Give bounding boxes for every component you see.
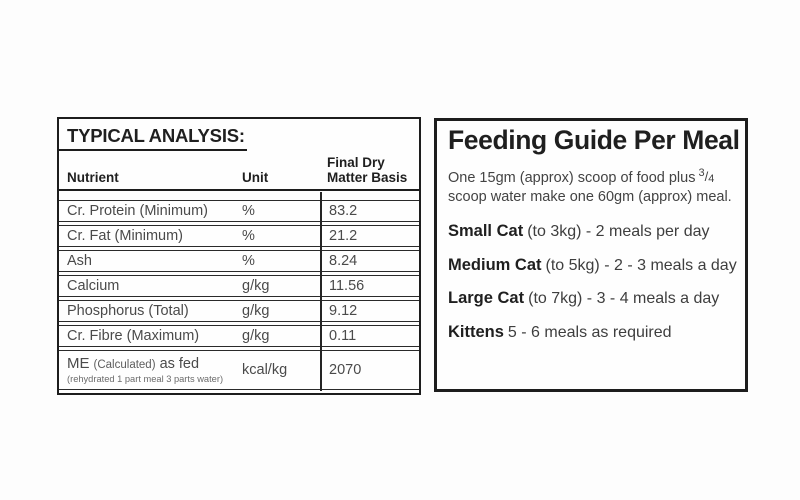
item-label: Large Cat	[448, 289, 525, 307]
me-name-calculated: (Calculated)	[93, 358, 156, 371]
me-name-main: ME	[67, 354, 90, 372]
column-header-basis-line1: Final Dry	[327, 155, 385, 170]
value-cell: 0.11	[329, 328, 357, 344]
me-rehydration-note: (rehydrated 1 part meal 3 parts water)	[67, 373, 224, 384]
column-header-nutrient: Nutrient	[67, 170, 119, 185]
nutrient-cell: Cr. Fat (Minimum)	[67, 228, 183, 244]
feeding-guide-items: Small Cat (to 3kg) - 2 meals per day Medi…	[448, 222, 737, 341]
unit-cell: %	[242, 228, 255, 244]
me-name-line: ME (Calculated) as fed	[67, 354, 242, 373]
value-cell: 21.2	[329, 228, 358, 244]
list-item-large-cat: Large Cat (to 7kg) - 3 - 4 meals a day	[448, 289, 734, 308]
feeding-guide-panel: Feeding Guide Per Meal One 15gm (approx)…	[434, 118, 748, 392]
table-row-metabolisable-energy: ME (Calculated) as fed (rehydrated 1 par…	[59, 350, 419, 390]
list-item-medium-cat: Medium Cat (to 5kg) - 2 - 3 meals a day	[448, 255, 737, 274]
value-column-divider	[320, 191, 322, 391]
unit-cell: g/kg	[242, 328, 270, 344]
value-cell: 11.56	[329, 278, 365, 294]
analysis-table-body: Cr. Protein (Minimum) % 83.2 Cr. Fat (Mi…	[59, 191, 419, 390]
analysis-table-header-row: Nutrient Unit Final Dry Matter Basis	[59, 151, 419, 191]
typical-analysis-panel: TYPICAL ANALYSIS: Nutrient Unit Final Dr…	[57, 117, 421, 395]
unit-cell: kcal/kg	[242, 362, 288, 378]
nutrient-cell-me: ME (Calculated) as fed (rehydrated 1 par…	[67, 354, 242, 384]
value-cell: 9.12	[329, 303, 358, 319]
typical-analysis-title: TYPICAL ANALYSIS:	[67, 125, 245, 146]
column-header-unit: Unit	[242, 170, 269, 185]
item-detail: (to 7kg) - 3 - 4 meals a day	[528, 290, 720, 307]
feeding-guide-intro: One 15gm (approx) scoop of food plus 3/4 …	[448, 165, 734, 206]
value-cell: 83.2	[329, 203, 358, 219]
me-name-as-fed: as fed	[159, 355, 200, 372]
item-detail: (to 3kg) - 2 meals per day	[527, 223, 710, 240]
item-label: Small Cat	[448, 222, 524, 240]
column-header-basis-line2: Matter Basis	[327, 170, 408, 185]
value-cell: 8.24	[329, 253, 358, 269]
item-detail: (to 5kg) - 2 - 3 meals a day	[545, 256, 737, 274]
nutrient-cell: Ash	[67, 253, 92, 269]
value-cell: 2070	[329, 362, 362, 378]
three-quarters-fraction: 3/4	[698, 167, 715, 186]
table-row-protein: Cr. Protein (Minimum) % 83.2	[59, 200, 419, 222]
list-item-kittens: Kittens 5 - 6 meals as required	[448, 322, 734, 341]
nutrient-cell: Phosphorus (Total)	[67, 303, 189, 319]
table-row-fat: Cr. Fat (Minimum) % 21.2	[59, 225, 419, 247]
nutrient-cell: Calcium	[67, 278, 120, 294]
unit-cell: g/kg	[242, 278, 270, 294]
intro-text-before-fraction: One 15gm (approx) scoop of food plus	[448, 170, 696, 186]
intro-text-after-fraction: scoop water make one 60gm (approx) meal.	[448, 188, 732, 205]
typical-analysis-title-block: TYPICAL ANALYSIS:	[59, 119, 247, 151]
table-row-fibre: Cr. Fibre (Maximum) g/kg 0.11	[59, 325, 419, 347]
unit-cell: g/kg	[242, 303, 270, 319]
table-row-ash: Ash % 8.24	[59, 250, 419, 272]
feeding-guide-title: Feeding Guide Per Meal	[448, 125, 740, 155]
fraction-denominator: 4	[708, 173, 715, 185]
nutrient-cell: Cr. Fibre (Maximum)	[67, 328, 200, 344]
unit-cell: %	[242, 203, 255, 219]
list-item-small-cat: Small Cat (to 3kg) - 2 meals per day	[448, 222, 734, 241]
item-detail: 5 - 6 meals as required	[507, 323, 672, 341]
fraction-numerator: 3	[698, 167, 705, 179]
nutrient-cell: Cr. Protein (Minimum)	[67, 203, 208, 219]
table-row-phosphorus: Phosphorus (Total) g/kg 9.12	[59, 300, 419, 322]
fraction-slash: /	[704, 169, 709, 184]
table-row-calcium: Calcium g/kg 11.56	[59, 275, 419, 297]
item-label: Kittens	[448, 322, 504, 341]
item-label: Medium Cat	[448, 255, 542, 274]
unit-cell: %	[242, 253, 255, 269]
column-header-final-dry-matter-basis: Final Dry Matter Basis	[320, 155, 419, 185]
